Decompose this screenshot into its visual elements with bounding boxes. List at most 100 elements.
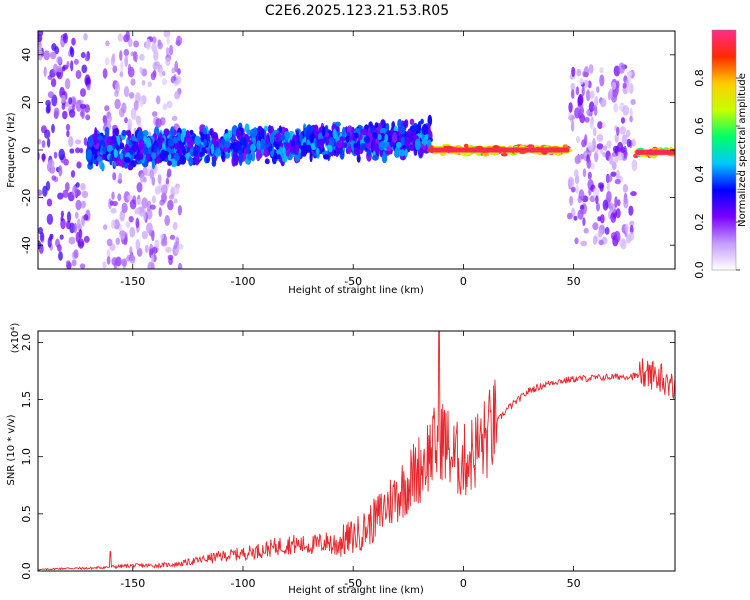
spectrogram-cell — [593, 105, 598, 111]
spectrogram-cell — [620, 117, 626, 124]
spectrogram-cell — [135, 217, 140, 229]
spectrogram-cell — [370, 126, 374, 134]
spectrogram-cell — [579, 107, 585, 115]
spectrogram-cell — [109, 154, 113, 166]
spectrogram-cell — [73, 222, 78, 234]
spectrogram-cell — [598, 239, 604, 246]
spectrogram-cell — [587, 171, 592, 180]
spectrogram-cell — [166, 172, 171, 178]
spectrogram-cell — [80, 183, 86, 191]
spectrogram-cell — [46, 198, 53, 207]
spectrogram-cell — [384, 133, 389, 142]
spectrogram-cell — [128, 216, 134, 223]
colorbar-tick-label: 0.0 — [693, 261, 706, 279]
spectrogram-cell — [598, 228, 603, 238]
spectrogram-cell — [247, 153, 253, 161]
colorbar-ticks: 0.0 0.2 0.4 0.6 0.8 — [693, 69, 740, 279]
spectrogram-cell — [570, 120, 575, 132]
spectrogram-cell — [317, 138, 325, 150]
spectrogram-cell — [108, 115, 113, 123]
spectrogram-cell — [75, 182, 80, 188]
spectrogram-cell — [237, 130, 242, 142]
colorbar-frame — [711, 29, 737, 271]
spectrogram-cell — [102, 146, 108, 152]
spectrogram-cell — [201, 147, 206, 156]
spectrogram-cell — [482, 152, 490, 157]
y-tick-label: 20 — [20, 95, 33, 109]
spectrogram-cell — [587, 142, 594, 151]
spectrogram-y-label: Frequency (Hz) — [6, 112, 17, 188]
spectrogram-cell — [614, 196, 618, 209]
spectrogram-cell — [413, 125, 419, 132]
spectrogram-cell — [66, 211, 72, 223]
spectrogram-cell — [130, 78, 136, 86]
spectrogram-cell — [138, 153, 144, 160]
spectrogram-cell — [582, 217, 586, 227]
spectrogram-cell — [121, 129, 127, 137]
spectrogram-cell — [629, 108, 633, 119]
spectrogram-cell — [377, 134, 382, 140]
spectrogram-cell — [114, 89, 119, 98]
spectrogram-cell — [135, 208, 140, 215]
spectrogram-cell — [45, 180, 51, 191]
spectrogram-cell — [149, 204, 156, 210]
spectrogram-cell — [623, 196, 629, 209]
spectrogram-cell — [606, 190, 612, 203]
spectrogram-cell — [142, 130, 149, 137]
spectrogram-cell — [73, 249, 79, 259]
spectrogram-cell — [628, 205, 634, 216]
x-tick-label: 0 — [460, 577, 467, 590]
spectrogram-cell — [336, 140, 343, 149]
spectrogram-cell — [141, 230, 148, 240]
spectrogram-cell — [631, 159, 638, 172]
spectrogram-cell — [614, 134, 619, 143]
spectrogram-cell — [569, 177, 575, 188]
spectrogram-cell — [586, 158, 592, 169]
spectrogram-cell — [585, 89, 591, 102]
spectrogram-cell — [604, 227, 610, 235]
spectrogram-cell — [256, 140, 262, 150]
spectrogram-cell — [160, 234, 164, 240]
spectrogram-cell — [117, 33, 124, 42]
spectrogram-cell — [160, 239, 168, 247]
spectrogram-cell — [260, 127, 265, 140]
spectrogram-cell — [613, 103, 618, 113]
spectrogram-cell — [151, 195, 156, 204]
spectrogram-cell — [180, 132, 185, 143]
spectrogram-cell — [151, 158, 156, 170]
spectrogram-cell — [79, 263, 86, 269]
spectrogram-cell — [141, 197, 148, 209]
spectrogram-cell — [127, 118, 133, 129]
x-tick-label: -100 — [231, 577, 256, 590]
spectrogram-cell — [260, 139, 265, 150]
spectrogram-cell — [61, 103, 66, 110]
spectrogram-cell — [583, 227, 589, 234]
spectrogram-cell — [59, 234, 64, 240]
spectrogram-cell — [301, 146, 308, 157]
spectrogram-cell — [143, 176, 147, 183]
spectrogram-cell — [129, 226, 136, 238]
spectrogram-cell — [147, 81, 152, 88]
spectrogram-cell — [135, 198, 142, 206]
spectrogram-cell — [58, 251, 63, 261]
snr-x-label: Height of straight line (km) — [288, 585, 424, 596]
spectrogram-cell — [606, 140, 612, 149]
spectrogram-cell — [75, 70, 82, 79]
spectrogram-cell — [628, 231, 635, 241]
spectrogram-cell — [150, 254, 155, 263]
spectrogram-cell — [615, 169, 620, 180]
spectrogram-cell — [127, 129, 132, 141]
spectrogram-cell — [574, 108, 580, 114]
spectrogram-cell — [110, 208, 117, 214]
spectrogram-cell — [268, 146, 273, 152]
spectrogram-cell — [66, 260, 71, 266]
spectrogram-cell — [202, 127, 207, 135]
spectrogram-cell — [351, 126, 355, 134]
spectrogram-cell — [629, 115, 633, 123]
spectrogram-cell — [60, 210, 64, 218]
spectrogram-cell — [120, 60, 124, 73]
spectrogram-cell — [372, 154, 379, 161]
snr-y-label: SNR (10 * v/v) — [6, 414, 17, 485]
spectrogram-cell — [47, 236, 52, 248]
spectrogram-cell — [381, 152, 388, 164]
